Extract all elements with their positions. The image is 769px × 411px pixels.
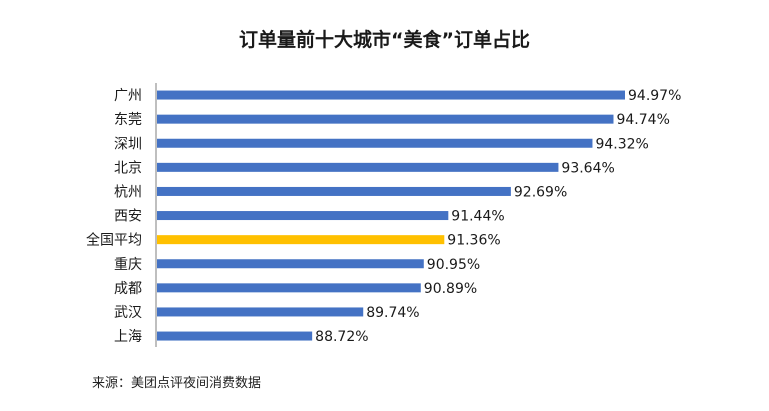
category-label: 西安	[114, 209, 142, 225]
category-label: 东莞	[114, 112, 142, 128]
bar	[157, 259, 424, 269]
category-label: 重庆	[114, 257, 142, 273]
value-label: 88.72%	[315, 329, 368, 345]
value-label: 93.64%	[561, 160, 614, 176]
category-label: 深圳	[114, 136, 142, 152]
bar	[157, 90, 625, 100]
bar-highlight	[157, 235, 445, 245]
category-label: 杭州	[114, 184, 142, 200]
bar	[157, 162, 559, 172]
bar	[157, 283, 421, 293]
category-label: 武汉	[114, 305, 142, 321]
category-label: 北京	[114, 160, 142, 176]
value-label: 94.97%	[628, 88, 681, 104]
bar	[157, 307, 364, 317]
value-label: 91.36%	[447, 233, 500, 249]
value-label: 92.69%	[514, 184, 567, 200]
bar	[157, 331, 313, 341]
category-label: 上海	[114, 329, 142, 345]
value-label: 90.95%	[427, 257, 480, 273]
bar	[157, 114, 614, 124]
value-label: 90.89%	[424, 281, 477, 297]
bar	[157, 186, 511, 196]
bar	[157, 211, 449, 221]
bar	[157, 138, 593, 148]
bars-group: 广州 94.97% 东莞 94.74% 深圳 94.32% 北京 93.64% 杭州 92.69%…	[86, 88, 681, 345]
value-label: 89.74%	[366, 305, 419, 321]
category-label: 成都	[114, 281, 142, 297]
category-label: 广州	[114, 88, 142, 104]
value-label: 94.32%	[595, 136, 648, 152]
value-label: 91.44%	[451, 209, 504, 225]
source-note: 来源：美团点评夜间消费数据	[92, 376, 262, 391]
value-label: 94.74%	[616, 112, 669, 128]
category-label: 全国平均	[86, 232, 142, 249]
chart-title: 订单量前十大城市“美食”订单占比	[239, 29, 530, 51]
